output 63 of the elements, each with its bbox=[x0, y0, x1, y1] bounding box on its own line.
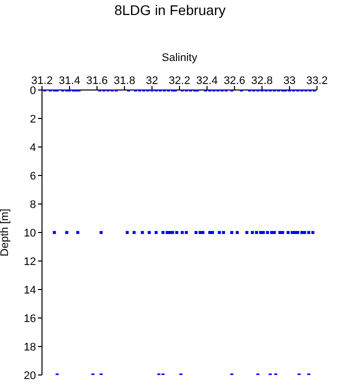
y-tick-label: 2 bbox=[30, 113, 36, 126]
point bbox=[194, 231, 198, 234]
y-tick-label: 20 bbox=[24, 370, 36, 382]
point bbox=[198, 231, 202, 234]
point bbox=[303, 231, 306, 234]
point bbox=[270, 231, 274, 234]
point bbox=[307, 231, 310, 234]
point bbox=[126, 231, 129, 234]
chart-title: 8LDG in February bbox=[113, 2, 227, 18]
y-tick-label: 12 bbox=[24, 256, 36, 268]
point bbox=[76, 231, 80, 234]
y-tick-label: 14 bbox=[24, 284, 36, 296]
point bbox=[180, 231, 184, 234]
x-tick-label: 33 bbox=[283, 75, 296, 87]
point bbox=[236, 231, 239, 234]
point bbox=[218, 231, 221, 234]
point bbox=[201, 231, 204, 234]
y-tick-label: 6 bbox=[30, 170, 36, 182]
point bbox=[250, 231, 254, 234]
point bbox=[132, 231, 136, 234]
x-tick-label: 31.8 bbox=[114, 75, 136, 87]
x-tick-label: 32.4 bbox=[196, 75, 218, 87]
point bbox=[281, 231, 284, 234]
y-tick-label: 10 bbox=[24, 227, 36, 240]
point bbox=[100, 231, 103, 234]
point bbox=[171, 231, 174, 234]
point bbox=[245, 231, 248, 234]
point bbox=[148, 231, 151, 234]
x-tick-label: 31.2 bbox=[31, 75, 53, 87]
point bbox=[184, 231, 188, 234]
point bbox=[272, 231, 276, 234]
x-axis-title: Salinity bbox=[160, 52, 198, 64]
point bbox=[65, 231, 68, 234]
point bbox=[140, 231, 144, 234]
y-tick-label: 8 bbox=[30, 198, 36, 211]
point bbox=[294, 231, 296, 234]
x-tick-label: 32 bbox=[146, 75, 158, 87]
x-tick-label: 31.4 bbox=[58, 75, 80, 87]
x-tick-label: 31.6 bbox=[86, 75, 108, 87]
y-tick-label: 16 bbox=[24, 312, 36, 325]
point bbox=[296, 231, 300, 234]
x-tick-label: 32.2 bbox=[168, 75, 190, 87]
y-tick-label: 18 bbox=[24, 341, 36, 354]
point bbox=[311, 231, 314, 234]
point bbox=[255, 231, 258, 234]
x-tick-label: 33.2 bbox=[306, 75, 328, 87]
point bbox=[222, 231, 225, 234]
point bbox=[166, 231, 169, 234]
point bbox=[230, 231, 234, 234]
x-tick-label: 32.6 bbox=[224, 75, 246, 87]
point bbox=[286, 231, 290, 234]
y-axis-title: Depth [m] bbox=[0, 208, 11, 256]
point bbox=[262, 231, 265, 234]
point bbox=[211, 231, 214, 234]
y-tick-label: 0 bbox=[30, 84, 36, 97]
point bbox=[162, 231, 164, 234]
y-tick-label: 4 bbox=[30, 142, 36, 154]
point bbox=[266, 231, 269, 234]
point bbox=[52, 231, 56, 234]
point bbox=[175, 231, 178, 234]
x-tick-label: 32.8 bbox=[251, 75, 273, 87]
point bbox=[259, 231, 262, 234]
point bbox=[154, 231, 158, 234]
